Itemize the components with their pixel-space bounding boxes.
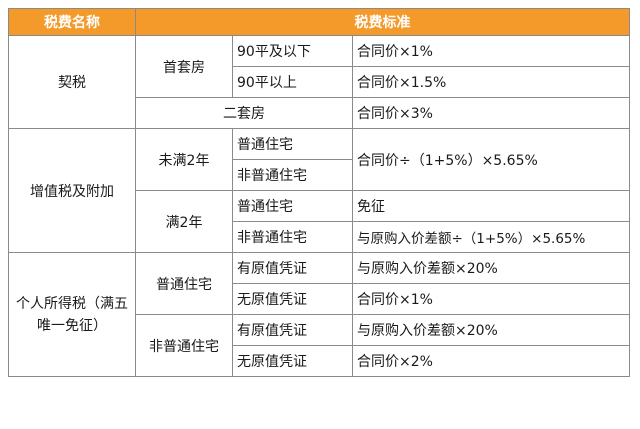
income-tax-normal-without-proof-rate: 合同价×1% [351,283,631,315]
deed-tax-over-90: 90平以上 [232,66,353,98]
deed-tax-name: 契税 [8,35,136,129]
vat-under-2y-normal: 普通住宅 [232,128,353,160]
table-row: 增值税及附加 未满2年 普通住宅 合同价÷（1+5%）×5.65% [8,128,631,253]
table-row: 非普通住宅 [9,159,630,191]
header-tax-standard: 税费标准 [134,8,631,36]
vat-under-2y-nonnormal: 非普通住宅 [232,159,353,191]
deed-tax-under-90-rate: 合同价×1% [351,35,631,67]
vat-over-2y-normal-rate: 免征 [351,190,631,222]
vat-over-2y-nonnormal-rate: 与原购入价差额÷（1+5%）×5.65% [351,221,631,253]
deed-tax-second-home: 二套房 [135,97,353,129]
table-row: 无原值凭证 合同价×1% [9,283,631,315]
income-tax-nonnormal-without-proof-rate: 合同价×2% [351,345,631,377]
income-tax-name: 个人所得税（满五唯一免征） [8,252,136,377]
table-row: 二套房 合同价×3% [9,97,631,129]
vat-under-2y-rate: 合同价÷（1+5%）×5.65% [351,128,631,191]
tax-fee-table: 税费名称 税费标准 契税 首套房 90平及以下 合同价×1% 90平以上 合同价… [8,8,631,377]
table-row: 个人所得税（满五唯一免征） 普通住宅 有原值凭证 与原购入价差额×20% [8,252,631,377]
income-tax-normal: 普通住宅 [135,252,233,315]
deed-tax-under-90: 90平及以下 [232,35,353,67]
vat-name: 增值税及附加 [8,128,136,253]
income-tax-normal-with-proof: 有原值凭证 [232,252,353,284]
income-tax-nonnormal-with-proof-rate: 与原购入价差额×20% [351,314,631,346]
vat-over-2y-nonnormal: 非普通住宅 [232,221,353,253]
table-row: 非普通住宅 与原购入价差额÷（1+5%）×5.65% [9,221,631,253]
income-tax-nonnormal: 非普通住宅 [135,314,233,377]
income-tax-nonnormal-without-proof: 无原值凭证 [232,345,353,377]
tax-table-container: 税费名称 税费标准 契税 首套房 90平及以下 合同价×1% 90平以上 合同价… [8,8,631,377]
table-row: 非普通住宅 有原值凭证 与原购入价差额×20% [9,314,631,377]
table-row: 无原值凭证 合同价×2% [9,345,631,377]
vat-over-2y-normal: 普通住宅 [232,190,353,222]
deed-tax-second-home-rate: 合同价×3% [351,97,631,129]
deed-tax-first-home: 首套房 [135,35,233,98]
table-row: 契税 首套房 90平及以下 合同价×1% [8,35,631,129]
table-row: 满2年 普通住宅 免征 [9,190,631,253]
table-row: 90平以上 合同价×1.5% [9,66,631,98]
income-tax-nonnormal-with-proof: 有原值凭证 [232,314,353,346]
vat-over-2y: 满2年 [135,190,233,253]
header-row: 税费名称 税费标准 [8,8,631,36]
header-tax-name: 税费名称 [8,8,136,36]
deed-tax-over-90-rate: 合同价×1.5% [351,66,631,98]
vat-under-2y: 未满2年 [135,128,233,191]
income-tax-normal-with-proof-rate: 与原购入价差额×20% [351,252,631,284]
income-tax-normal-without-proof: 无原值凭证 [232,283,353,315]
